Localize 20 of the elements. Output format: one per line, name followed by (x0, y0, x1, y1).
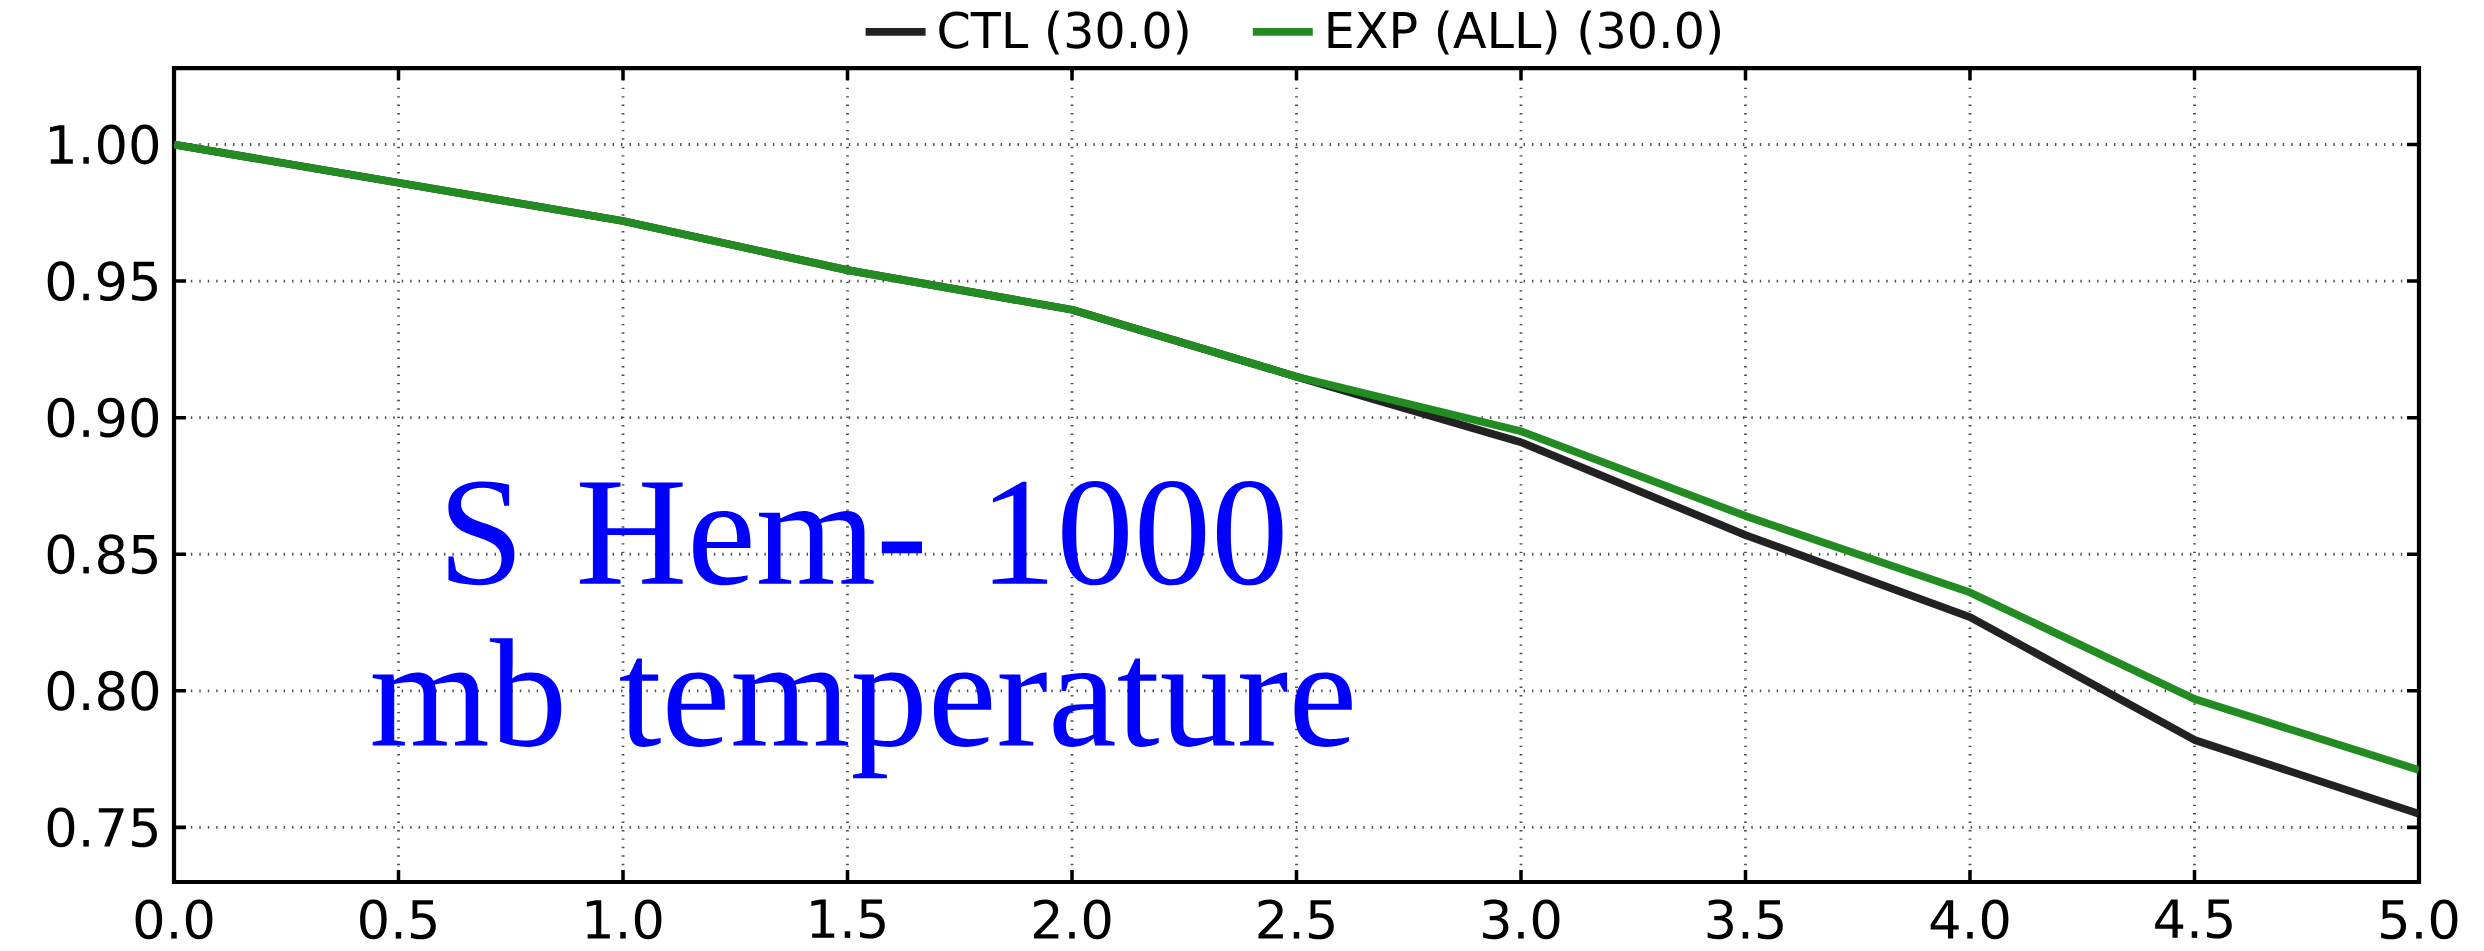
x-tick-label: 1.5 (811, 899, 885, 939)
x-tick-label: 3.5 (1707, 899, 1783, 940)
x-tick-label: 5.0 (2381, 899, 2458, 940)
legend-label: EXP (ALL) (30.0) (1328, 10, 1720, 55)
x-tick-label: 3.0 (1483, 899, 1560, 940)
annotation: S Hem- 1000 mb temperature (372, 480, 1352, 779)
y-tick-label: 0.75 (47, 807, 157, 848)
y-tick-label: 0.95 (47, 261, 157, 302)
x-tick-label: 2.0 (1033, 899, 1111, 940)
legend-label: CTL (30.0) (939, 10, 1188, 55)
x-tick-label: 4.5 (2155, 899, 2232, 939)
x-tick-label: 0.5 (360, 899, 436, 940)
x-tick-label: 1.0 (586, 899, 662, 940)
y-tick-label: 1.00 (50, 124, 159, 165)
x-tick-label: 0.0 (135, 899, 213, 940)
y-tick-label: 0.80 (47, 670, 159, 711)
x-tick-label: 4.0 (1930, 899, 2009, 940)
x-tick-label: 2.5 (1258, 899, 1334, 940)
y-tick-label: 0.90 (47, 397, 159, 438)
y-tick-label: 0.85 (47, 534, 157, 575)
